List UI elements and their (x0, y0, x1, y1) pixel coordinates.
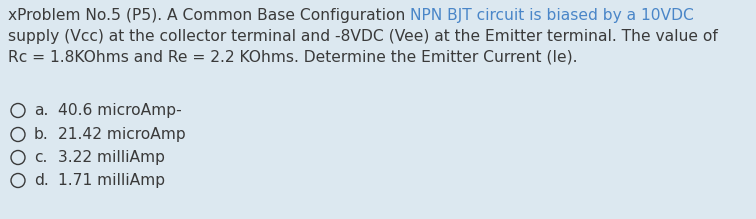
Text: supply (Vcc) at the collector terminal and -8VDC (Vee) at the Emitter terminal. : supply (Vcc) at the collector terminal a… (8, 29, 718, 44)
Text: c.: c. (34, 150, 48, 165)
Text: Rc = 1.8KOhms and Re = 2.2 KOhms. Determine the Emitter Current (Ie).: Rc = 1.8KOhms and Re = 2.2 KOhms. Determ… (8, 50, 578, 65)
Text: a.: a. (34, 103, 48, 118)
Text: d.: d. (34, 173, 48, 188)
Text: b.: b. (34, 127, 48, 142)
Text: xProblem No.5 (P5). A Common Base Configuration: xProblem No.5 (P5). A Common Base Config… (8, 8, 411, 23)
Text: 40.6 microAmp-: 40.6 microAmp- (58, 103, 181, 118)
Text: 21.42 microAmp: 21.42 microAmp (58, 127, 186, 142)
Text: 3.22 milliAmp: 3.22 milliAmp (58, 150, 165, 165)
Text: NPN BJT circuit is biased by a 10VDC: NPN BJT circuit is biased by a 10VDC (411, 8, 694, 23)
Text: 1.71 milliAmp: 1.71 milliAmp (58, 173, 165, 188)
